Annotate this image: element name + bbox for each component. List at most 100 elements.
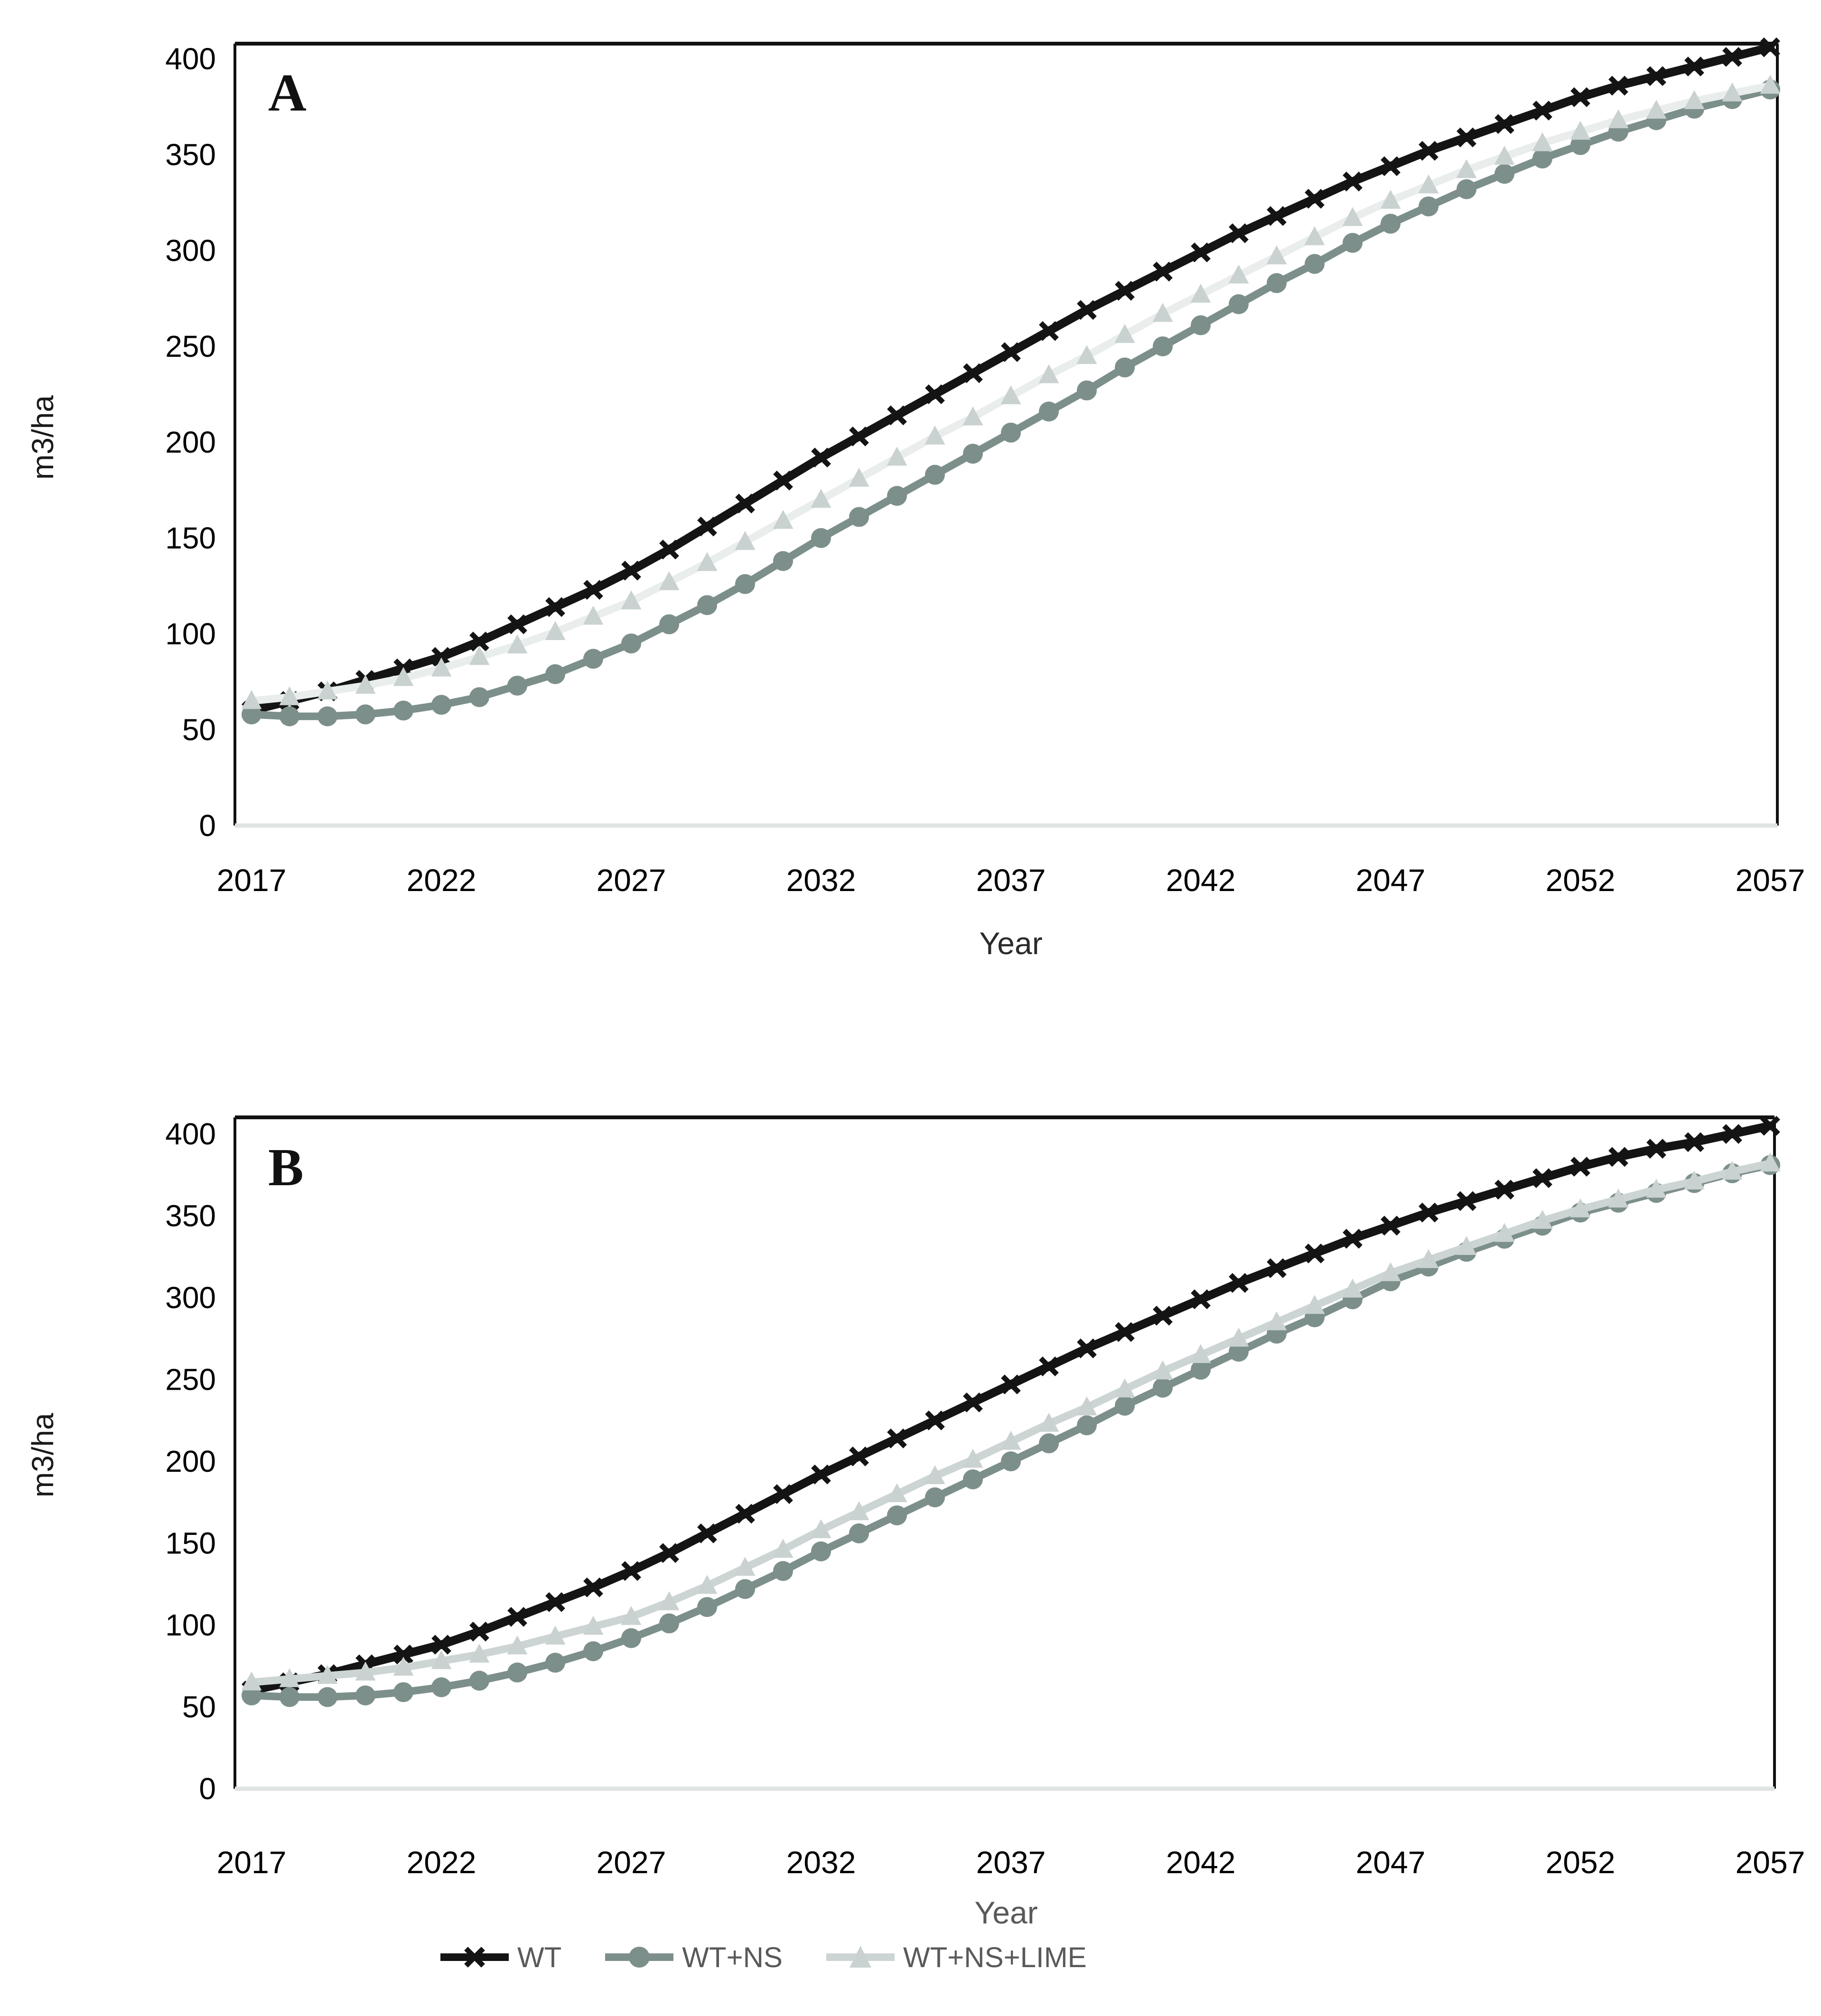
triangle-marker <box>279 1668 300 1687</box>
series-wt <box>242 1115 1780 1700</box>
circle-marker <box>469 687 489 707</box>
triangle-marker <box>1418 1249 1439 1268</box>
x-marker <box>963 1392 983 1412</box>
x-marker <box>1381 156 1401 177</box>
x-tick-label: 2027 <box>597 1845 666 1880</box>
circle-marker <box>697 1597 717 1617</box>
x-marker <box>1684 56 1704 77</box>
triangle-marker <box>355 1662 376 1681</box>
triangle-marker <box>1114 324 1135 343</box>
circle-marker <box>621 1628 641 1648</box>
circle-marker <box>773 1561 793 1581</box>
x-marker <box>1608 1147 1628 1167</box>
x-marker <box>1532 101 1552 121</box>
circle-marker <box>507 676 527 696</box>
y-tick-label: 100 <box>165 617 216 651</box>
triangle-marker <box>469 1644 490 1663</box>
circle-marker <box>280 1687 299 1707</box>
triangle-marker <box>925 425 945 445</box>
x-marker <box>1646 66 1666 86</box>
triangle-marker <box>1266 1311 1287 1330</box>
circle-marker <box>887 1505 907 1525</box>
x-marker <box>1267 206 1287 226</box>
triangle-marker <box>393 1656 414 1676</box>
triangle-marker <box>1570 1198 1591 1217</box>
wt-ns-line-circle-marker-icon <box>605 1947 674 1968</box>
triangle-marker <box>1038 1412 1059 1432</box>
triangle-marker <box>773 1539 794 1558</box>
x-marker <box>1457 127 1476 148</box>
x-marker <box>735 493 755 514</box>
triangle-marker <box>1000 385 1021 405</box>
triangle-marker <box>1570 121 1591 140</box>
circle-marker <box>355 704 375 725</box>
x-marker <box>811 447 831 468</box>
circle-marker <box>925 1487 945 1507</box>
triangle-marker <box>469 646 490 665</box>
x-marker <box>659 1543 679 1563</box>
x-marker <box>1570 1157 1590 1177</box>
x-marker <box>431 647 451 667</box>
x-marker <box>1115 280 1135 301</box>
triangle-marker <box>659 571 680 590</box>
triangle-marker <box>1646 1179 1667 1198</box>
x-marker <box>1419 141 1438 161</box>
x-marker <box>469 1621 489 1642</box>
y-tick-label: 50 <box>182 713 216 747</box>
legend: WT WT+NS WT+NS+LIME <box>437 1941 1087 1974</box>
circle-marker <box>1381 214 1401 234</box>
circle-marker <box>318 1687 337 1707</box>
x-tick-label: 2052 <box>1546 863 1616 898</box>
panel-a-y-axis-title: m3/ha <box>26 395 60 480</box>
triangle-marker <box>1722 82 1743 102</box>
triangle-marker <box>1418 174 1439 194</box>
triangle-marker <box>1304 226 1325 245</box>
legend-item-wt: WT <box>437 1941 561 1974</box>
panel-b-y-axis-title: m3/ha <box>26 1413 60 1497</box>
circle-marker <box>1153 336 1173 356</box>
x-marker <box>1039 321 1059 341</box>
y-tick-label: 150 <box>165 521 216 555</box>
circle-marker <box>963 1469 983 1489</box>
x-marker <box>963 363 983 383</box>
circle-marker <box>963 444 983 464</box>
x-marker <box>659 539 679 560</box>
x-marker <box>1722 1124 1742 1144</box>
triangle-marker <box>735 1557 756 1576</box>
x-marker <box>849 426 869 446</box>
triangle-marker <box>621 1606 642 1625</box>
circle-marker <box>1570 135 1590 155</box>
x-marker <box>1760 37 1780 57</box>
series-wt-ns <box>242 79 1780 726</box>
x-marker <box>773 1484 793 1504</box>
legend-label-wt: WT <box>517 1941 562 1973</box>
circle-marker <box>318 706 337 726</box>
y-tick-label: 250 <box>165 329 216 363</box>
circle-marker <box>925 465 945 485</box>
y-tick-label: 350 <box>165 138 216 172</box>
x-marker <box>1229 223 1249 243</box>
circle-marker <box>735 574 755 594</box>
x-marker <box>507 614 527 634</box>
circle-marker <box>659 614 679 634</box>
x-marker <box>1532 1168 1552 1189</box>
circle-marker <box>393 700 413 721</box>
triangle-marker <box>241 1671 262 1691</box>
triangle-marker <box>1190 1344 1211 1363</box>
x-marker <box>545 1592 565 1612</box>
triangle-marker <box>1000 1431 1021 1450</box>
circle-marker <box>887 486 907 506</box>
series-wt-ns-lime <box>241 1152 1781 1691</box>
circle-marker <box>545 664 565 684</box>
y-tick-label: 300 <box>165 1281 216 1315</box>
triangle-marker <box>1266 245 1287 265</box>
legend-label-wt-ns: WT+NS <box>682 1941 783 1973</box>
triangle-marker <box>849 467 869 487</box>
circle-marker <box>1267 273 1287 293</box>
circle-marker <box>242 704 261 725</box>
circle-marker <box>242 1685 261 1706</box>
x-marker <box>583 1577 603 1598</box>
x-marker <box>697 1523 717 1543</box>
x-marker <box>1646 1139 1666 1159</box>
x-marker <box>1115 1322 1135 1342</box>
